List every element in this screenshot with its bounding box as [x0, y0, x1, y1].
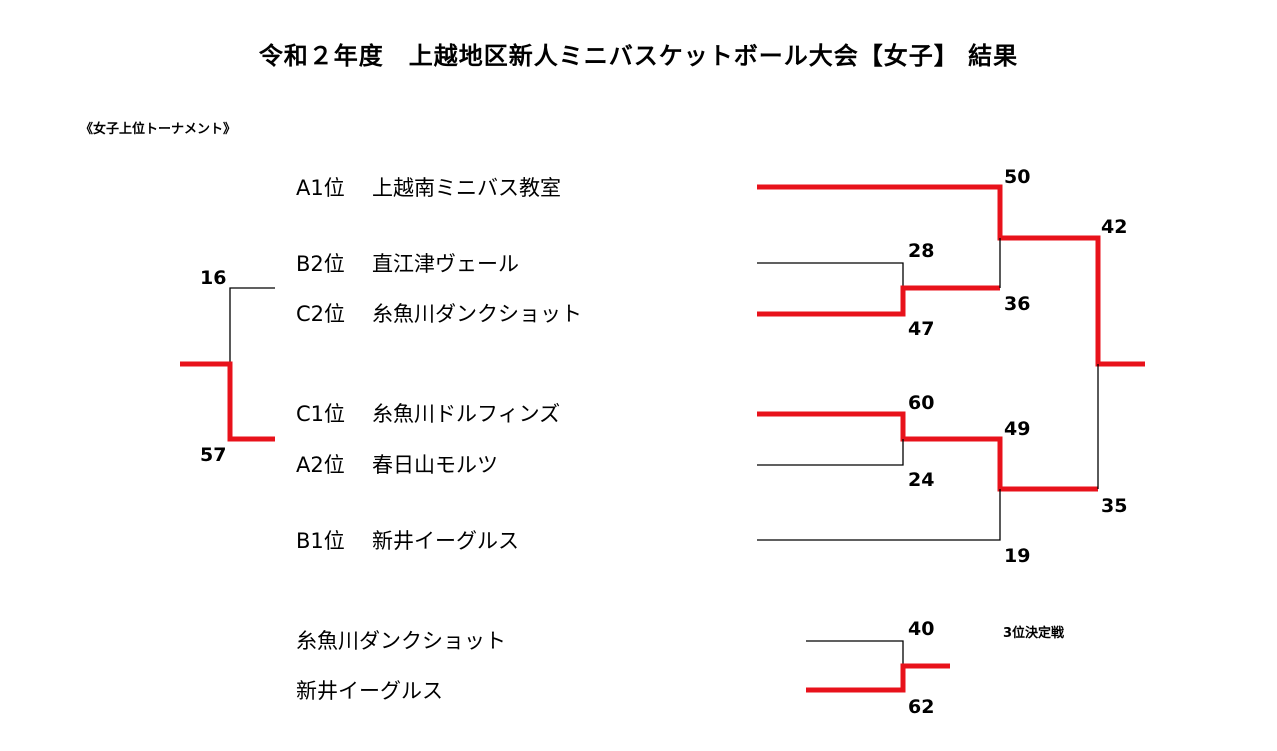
team-entry-b2: B2位 直江津ヴェール: [296, 252, 519, 276]
team-rank: A2位: [296, 453, 345, 477]
team-rank: B1位: [296, 529, 345, 553]
score-match2-top: 60: [908, 392, 935, 414]
page-title: 令和２年度 上越地区新人ミニバスケットボール大会【女子】 結果: [258, 42, 1019, 70]
team-rank: C2位: [296, 302, 346, 326]
team-rank: B2位: [296, 252, 345, 276]
bracket-line-b2: [757, 262, 904, 288]
team-entry-a1: A1位 上越南ミニバス教室: [296, 176, 561, 200]
bracket-line-a2: [757, 439, 904, 466]
bracket-line-c1: [757, 411, 1098, 492]
third-place-label: 3位決定戦: [1003, 626, 1065, 641]
left-bracket-line-bottom: [180, 361, 275, 442]
team-rank: A1位: [296, 176, 345, 200]
third-place-line-top: [806, 640, 904, 666]
bracket-line-b1: [757, 489, 1001, 541]
score-left-top: 16: [200, 267, 227, 289]
team-name: 上越南ミニバス教室: [372, 176, 561, 200]
bracket-subtitle: 《女子上位トーナメント》: [80, 122, 237, 137]
score-round2-bottom-b: 19: [1004, 545, 1031, 567]
team-entry-c1: C1位 糸魚川ドルフィンズ: [296, 402, 560, 426]
team-entry-c2: C2位 糸魚川ダンクショット: [296, 302, 582, 326]
third-place-team-2: 新井イーグルス: [296, 679, 443, 703]
team-name: 直江津ヴェール: [372, 252, 519, 276]
team-name: 糸魚川ドルフィンズ: [372, 402, 561, 426]
team-name: 糸魚川ダンクショット: [372, 302, 582, 326]
team-rank: C1位: [296, 402, 346, 426]
score-match2-bottom: 24: [908, 469, 935, 491]
third-place-team-1: 糸魚川ダンクショット: [296, 629, 506, 653]
team-entry-a2: A2位 春日山モルツ: [296, 453, 498, 477]
score-match1-bottom: 47: [908, 318, 935, 340]
team-name: 春日山モルツ: [372, 453, 498, 477]
score-final-bottom: 35: [1101, 495, 1128, 517]
left-bracket-line-top: [229, 287, 275, 364]
score-final-top: 42: [1101, 216, 1128, 238]
score-left-bottom: 57: [200, 444, 227, 466]
team-name: 新井イーグルス: [372, 529, 519, 553]
score-round2-top-b: 36: [1004, 293, 1031, 315]
team-entry-b1: B1位 新井イーグルス: [296, 529, 519, 553]
bracket-line-a1: [757, 184, 1145, 367]
score-round2-top-a: 50: [1004, 166, 1031, 188]
score-round2-bottom-a: 49: [1004, 418, 1031, 440]
third-place-score-top: 40: [908, 618, 935, 640]
third-place-score-bottom: 62: [908, 696, 935, 718]
third-place-line-bottom: [806, 663, 950, 693]
score-match1-top: 28: [908, 240, 935, 262]
bracket-line-c2: [757, 285, 1000, 317]
